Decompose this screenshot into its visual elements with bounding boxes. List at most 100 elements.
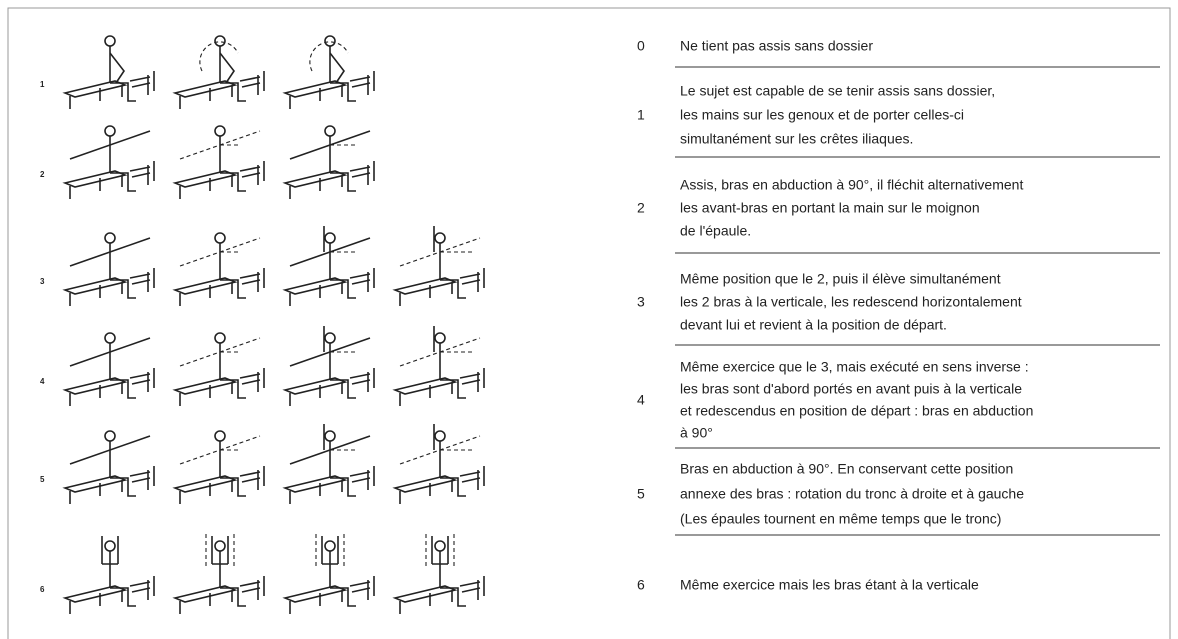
figure-sketch <box>172 125 265 199</box>
sketch-head <box>324 232 336 244</box>
figure-sketch <box>62 332 155 406</box>
figure-panel: 1 2 3 4 5 6 <box>40 35 485 614</box>
sketch-line <box>109 52 125 84</box>
level-description: à 90° <box>680 425 713 441</box>
sketch-line <box>439 243 466 299</box>
sketch-line <box>219 52 235 84</box>
sketch-line <box>129 268 155 292</box>
figure-row-label: 6 <box>40 585 45 594</box>
level-description: les bras sont d'abord portés en avant pu… <box>680 381 1022 397</box>
level-description: simultanément sur les crêtes iliaques. <box>680 131 913 147</box>
sketch-head <box>434 540 446 552</box>
level-number: 3 <box>637 294 645 310</box>
sketch-line <box>399 591 453 614</box>
sketch-line <box>129 576 155 600</box>
sketch-line <box>399 481 453 504</box>
sketch-line <box>329 46 356 102</box>
sketch-line <box>69 283 123 306</box>
level-description: les avant-bras en portant la main sur le… <box>680 200 980 216</box>
sketch-line <box>239 466 265 490</box>
sketch-line <box>69 383 123 406</box>
sketch-line <box>392 377 458 395</box>
figure-row-label: 1 <box>40 80 45 89</box>
sketch-line <box>219 441 246 497</box>
level-number: 0 <box>637 38 645 54</box>
level-description: Assis, bras en abduction à 90°, il fléch… <box>680 177 1023 193</box>
figure-sketch <box>172 35 265 109</box>
level-table: 0 Ne tient pas assis sans dossier 1 Le suje… <box>637 38 1160 593</box>
sketch-line <box>329 551 356 607</box>
sketch-line <box>172 170 238 188</box>
sketch-line <box>179 383 233 406</box>
sketch-head <box>104 232 116 244</box>
sketch-line <box>69 337 151 367</box>
sketch-line <box>329 243 356 299</box>
sketch-line <box>179 283 233 306</box>
sketch-line <box>109 136 136 192</box>
sketch-line <box>211 536 229 565</box>
sketch-line <box>62 80 128 98</box>
sketch-line <box>69 481 123 504</box>
sketch-line <box>101 536 119 565</box>
sketch-line <box>129 161 155 185</box>
level-description: Le sujet est capable de se tenir assis s… <box>680 83 995 99</box>
sketch-line <box>62 475 128 493</box>
sketch-head <box>324 35 336 47</box>
frame <box>7 7 1171 639</box>
figure-row-label: 5 <box>40 475 45 484</box>
sketch-line <box>392 277 458 295</box>
figure-sketch <box>172 332 265 406</box>
sketch-head <box>434 430 446 442</box>
sketch-line <box>179 86 233 109</box>
sketch-line <box>219 136 246 192</box>
sketch-line <box>172 377 238 395</box>
level-description: devant lui et revient à la position de d… <box>680 317 947 333</box>
sketch-line <box>329 136 356 192</box>
level-description: annexe des bras : rotation du tronc à dr… <box>680 486 1024 502</box>
sketch-line <box>109 243 136 299</box>
sketch-head <box>434 232 446 244</box>
sketch-line <box>69 176 123 199</box>
sketch-head <box>104 540 116 552</box>
sketch-line <box>459 576 485 600</box>
sketch-line <box>349 71 375 95</box>
sketch-head <box>104 35 116 47</box>
figure-sketch <box>282 125 375 199</box>
sketch-line <box>219 343 246 399</box>
sketch-line <box>205 534 235 566</box>
sketch-line <box>349 161 375 185</box>
figure-row-label: 4 <box>40 377 45 386</box>
sketch-head <box>324 332 336 344</box>
sketch-line <box>315 534 345 566</box>
sketch-head <box>214 540 226 552</box>
sketch-head <box>104 125 116 137</box>
sketch-line <box>349 576 375 600</box>
level-description: les mains sur les genoux et de porter ce… <box>680 107 964 123</box>
level-number: 2 <box>637 200 645 216</box>
sketch-head <box>434 332 446 344</box>
figure-row-label: 2 <box>40 170 45 179</box>
sketch-line <box>239 576 265 600</box>
sketch-line <box>179 481 233 504</box>
sketch-line <box>282 170 348 188</box>
sketch-line <box>289 283 343 306</box>
figure-sketch <box>282 326 375 406</box>
sketch-line <box>425 534 455 566</box>
sketch-head <box>214 232 226 244</box>
sketch-line <box>239 268 265 292</box>
sketch-head <box>214 332 226 344</box>
level-description: (Les épaules tournent en même temps que … <box>680 511 1001 527</box>
sketch-line <box>69 237 151 267</box>
sketch-line <box>399 383 453 406</box>
sketch-line <box>282 475 348 493</box>
sketch-line <box>439 441 466 497</box>
sketch-line <box>129 466 155 490</box>
sketch-line <box>172 585 238 603</box>
sketch-line <box>329 343 356 399</box>
sketch-line <box>392 475 458 493</box>
sketch-line <box>62 277 128 295</box>
sketch-head <box>324 430 336 442</box>
sketch-line <box>439 551 466 607</box>
sketch-line <box>179 176 233 199</box>
